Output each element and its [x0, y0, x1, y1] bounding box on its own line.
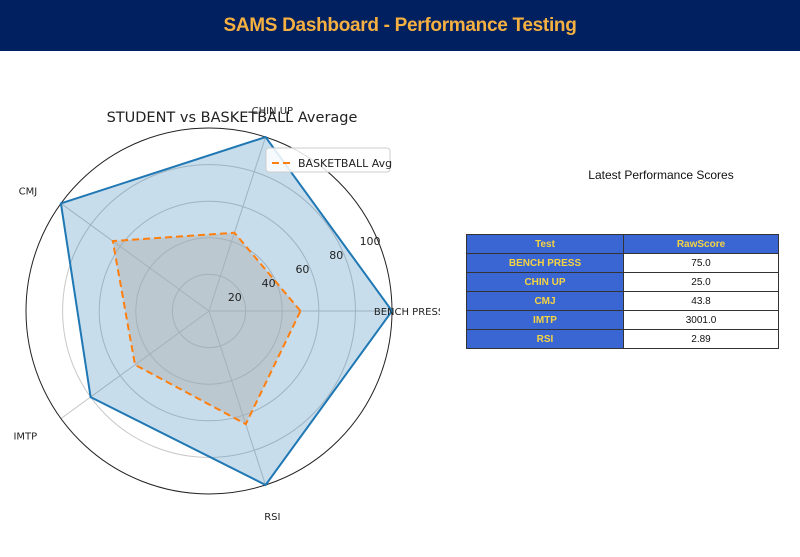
axis-label: CHIN UP	[252, 106, 293, 117]
column-header-rawscore: RawScore	[623, 234, 779, 254]
table-row: IMTP 3001.0	[466, 310, 779, 330]
table-row: CMJ 43.8	[466, 291, 779, 311]
grid-spoke	[60, 203, 210, 312]
axis-label: RSI	[264, 512, 280, 523]
raw-score-cell: 75.0	[623, 253, 779, 273]
column-header-test: Test	[466, 234, 624, 254]
radial-tick-label: 100	[360, 235, 381, 248]
legend-box	[265, 147, 391, 173]
series-area	[60, 137, 393, 485]
table-row: RSI 2.89	[466, 329, 779, 349]
radial-tick-label: 40	[262, 277, 276, 290]
table-header-row: Test RawScore	[466, 234, 779, 254]
test-name-cell: IMTP	[466, 310, 624, 330]
scores-table: Test RawScore BENCH PRESS 75.0 CHIN UP 2…	[466, 234, 779, 349]
raw-score-cell: 2.89	[623, 329, 779, 349]
raw-score-cell: 3001.0	[623, 310, 779, 330]
radial-tick-label: 60	[295, 263, 309, 276]
test-name-cell: CHIN UP	[466, 272, 624, 292]
test-name-cell: CMJ	[466, 291, 624, 311]
table-caption: Latest Performance Scores	[588, 168, 734, 182]
table-row: BENCH PRESS 75.0	[466, 253, 779, 273]
grid-spoke	[208, 136, 267, 312]
test-name-cell: BENCH PRESS	[466, 253, 624, 273]
axis-label: BENCH PRESS	[374, 307, 440, 318]
chart-title: STUDENT vs BASKETBALL Average	[107, 110, 358, 126]
series-line	[111, 231, 302, 426]
legend-label: BASKETBALL Avg	[298, 157, 392, 170]
page-title: SAMS Dashboard - Performance Testing	[223, 14, 577, 36]
radar-chart: 20 40 60 80 100 BENCH PRESS CHIN UP CMJ IMTP RSI S…	[13, 106, 440, 523]
axis-label: CMJ	[19, 187, 38, 198]
test-name-cell: RSI	[466, 329, 624, 349]
radial-tick-label: 80	[329, 249, 343, 262]
radial-tick-label: 20	[228, 291, 242, 304]
grid-spoke	[60, 310, 210, 419]
series-area	[112, 232, 301, 425]
header-bar: SAMS Dashboard - Performance Testing	[0, 0, 800, 51]
table-row: CHIN UP 25.0	[466, 272, 779, 292]
grid-spoke	[208, 310, 267, 486]
raw-score-cell: 25.0	[623, 272, 779, 292]
raw-score-cell: 43.8	[623, 291, 779, 311]
axis-label: IMTP	[13, 431, 37, 442]
